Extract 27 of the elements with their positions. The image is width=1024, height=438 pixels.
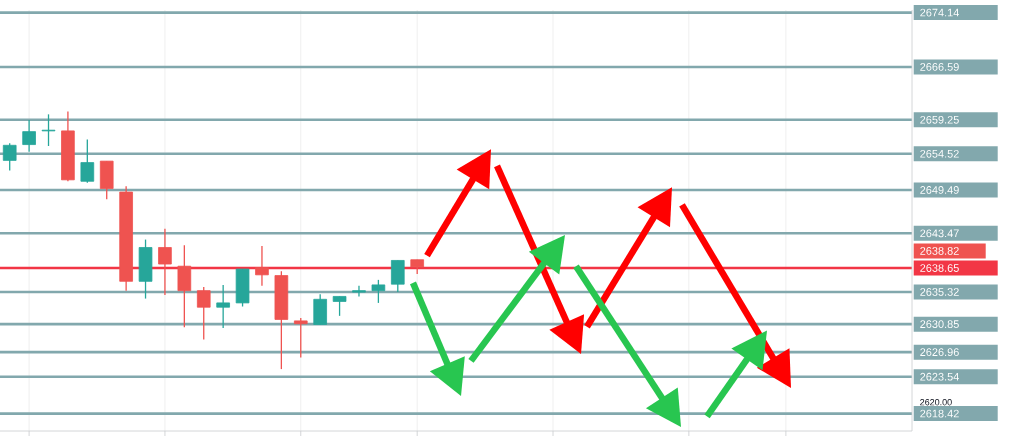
y-tick-label: 2654.52	[920, 149, 959, 158]
y-tick-label: 2659.25	[920, 115, 959, 124]
y-tick-label: 2630.85	[920, 320, 959, 329]
y-tick-label: 2666.59	[920, 63, 959, 71]
text: 2638.82	[920, 247, 959, 255]
candlestick	[352, 284, 366, 298]
y-tick-label: 2643.47	[920, 229, 959, 238]
candlestick	[196, 286, 211, 341]
candlestick	[22, 119, 36, 153]
y-tick-label: 2618.42	[920, 409, 959, 418]
candlestick	[371, 279, 386, 304]
candlestick	[41, 113, 56, 147]
candlestick	[158, 228, 172, 296]
y-tick-label: 2638.65	[920, 264, 959, 272]
candlestick	[216, 284, 230, 329]
candlestick	[293, 317, 308, 359]
y-tick-label: 2623.54	[920, 372, 959, 381]
candlestick	[80, 138, 95, 184]
y-tick-label: 2626.96	[920, 348, 959, 357]
y-tick-label: 2674.14	[920, 8, 959, 17]
y-tick-label: 2620.00	[920, 399, 952, 406]
candlestick	[332, 295, 347, 317]
candlestick	[390, 259, 405, 293]
y-tick-label: 2635.32	[920, 288, 959, 296]
candlestick	[255, 245, 269, 287]
y-tick-label: 2649.49	[920, 186, 959, 194]
candlestick	[2, 142, 17, 172]
